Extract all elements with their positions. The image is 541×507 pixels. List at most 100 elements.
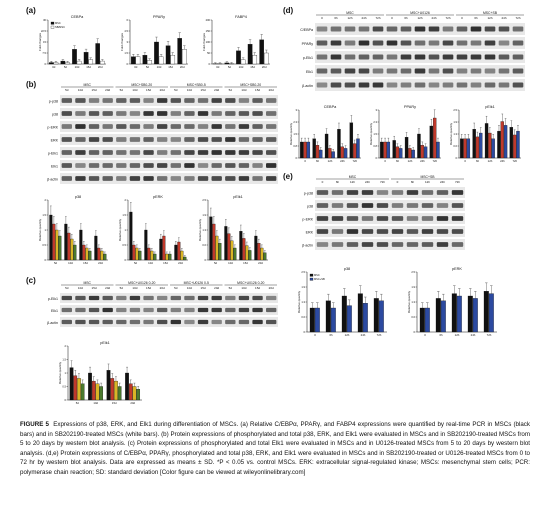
x-tick-label: 5d <box>146 65 150 69</box>
blot-band <box>157 295 168 301</box>
bar <box>165 45 171 65</box>
blot-band <box>129 319 141 325</box>
blot-strip <box>315 213 465 224</box>
blot-band <box>129 307 141 313</box>
blot-group-label: MSC+SB <box>420 175 435 179</box>
blot-band <box>225 163 236 168</box>
x-tick-label: 0 <box>424 333 426 337</box>
blot-band <box>512 82 524 88</box>
blot-group-label: MSC+SB0-20 <box>131 83 152 87</box>
bar <box>138 250 142 261</box>
blot-band <box>197 176 209 181</box>
blot-band <box>376 216 389 221</box>
blot-band <box>211 137 222 142</box>
blot-band <box>484 40 496 46</box>
blot-band <box>372 82 384 88</box>
x-tick-label: 12h <box>345 333 350 337</box>
x-tick-label: 24h <box>420 159 425 163</box>
blot-band <box>442 54 454 60</box>
blot-band <box>184 111 195 116</box>
bar <box>147 247 151 261</box>
bar <box>85 247 89 261</box>
blot-band <box>316 216 329 221</box>
bar <box>60 60 66 65</box>
blot-band <box>456 82 468 88</box>
blot-band <box>442 82 454 88</box>
chart-title: PPARy <box>404 105 416 109</box>
blot-band <box>129 111 141 116</box>
bar <box>159 238 163 261</box>
y-axis-label: Relative quantity <box>449 122 453 145</box>
legend-label: SB/MSC <box>55 25 65 29</box>
bar <box>64 223 68 261</box>
blot-band <box>75 98 86 103</box>
y-tick-label: 0.5 <box>122 243 126 247</box>
blot-row-label: p-Elk1 <box>48 297 58 301</box>
bar <box>475 136 480 159</box>
figure-caption: FIGURE 5 Expressions of p38, ERK, and El… <box>20 420 530 478</box>
blot-lane-label: 20d <box>160 88 165 92</box>
blot-lane-label: 15d <box>201 88 206 92</box>
blot-band <box>129 163 141 168</box>
bar <box>340 146 344 159</box>
blot-band <box>88 176 100 181</box>
bar <box>399 148 403 159</box>
x-tick-label: 72h <box>512 159 517 163</box>
bar <box>404 137 409 159</box>
bar <box>300 141 304 159</box>
y-tick-label: 1.5 <box>373 132 377 136</box>
x-tick-label: 12h <box>455 333 460 337</box>
bar <box>392 140 396 159</box>
panel-d-quant-charts: CEBPa Relative quantity 0 0.8 1.5 2.3 3 0 6h 12h 2… <box>289 105 521 163</box>
blot-band <box>157 111 168 116</box>
blot-band <box>344 54 356 60</box>
blot-band <box>344 26 356 32</box>
x-tick-label: 10d <box>68 261 73 265</box>
bar <box>215 235 219 261</box>
y-axis-label: Relative quantity <box>297 290 301 313</box>
y-tick-label: 0 <box>304 330 306 334</box>
bar <box>373 298 379 333</box>
panel-d-quant: CEBPa Relative quantity 0 0.8 1.5 2.3 3 0 6h 12h 2… <box>285 100 530 170</box>
y-tick-label: 6 <box>127 18 129 22</box>
blot-band <box>361 216 374 221</box>
blot-strip <box>315 239 465 250</box>
y-tick-label: 1.5 <box>122 213 126 217</box>
blot-band <box>428 82 440 88</box>
blot-band <box>414 54 426 60</box>
blot-strip <box>60 121 278 132</box>
blot-band <box>61 98 72 103</box>
blot-band <box>88 137 100 142</box>
x-tick-label: 0d <box>216 65 220 69</box>
bar <box>80 383 85 401</box>
y-tick-label: 1.9 <box>202 213 206 217</box>
blot-band <box>358 40 370 46</box>
y-tick-label: 0.6 <box>411 315 415 319</box>
blot-band <box>361 242 374 247</box>
y-tick-label: 1 <box>45 228 47 232</box>
bar <box>429 125 434 159</box>
blot-strip <box>60 95 278 106</box>
bar <box>497 130 501 159</box>
blot-lane-label: 20d <box>269 88 274 92</box>
legend-label: MSC <box>314 273 320 277</box>
chart-title: CEBPa <box>71 15 84 19</box>
blot-band <box>442 26 454 32</box>
blot-lane-label: 5d <box>229 286 233 290</box>
blot-group-label: MSC+SB0-20 <box>240 83 261 87</box>
blot-band <box>170 98 181 103</box>
blot-band <box>484 68 496 74</box>
blot-band <box>331 203 344 208</box>
blot-row-label: p-p38 <box>49 99 58 103</box>
y-tick-label: 7.5 <box>42 51 46 55</box>
bar <box>239 231 243 261</box>
blot-band <box>361 229 374 234</box>
x-tick-label: 15d <box>112 401 117 405</box>
blot-lane-label: 5d <box>120 88 124 92</box>
bar <box>158 56 164 65</box>
blot-lane-label: 12h <box>425 180 430 184</box>
blot-band <box>512 54 524 60</box>
x-tick-label: 0 <box>314 333 316 337</box>
blot-band <box>61 176 72 181</box>
blot-band <box>331 229 344 234</box>
